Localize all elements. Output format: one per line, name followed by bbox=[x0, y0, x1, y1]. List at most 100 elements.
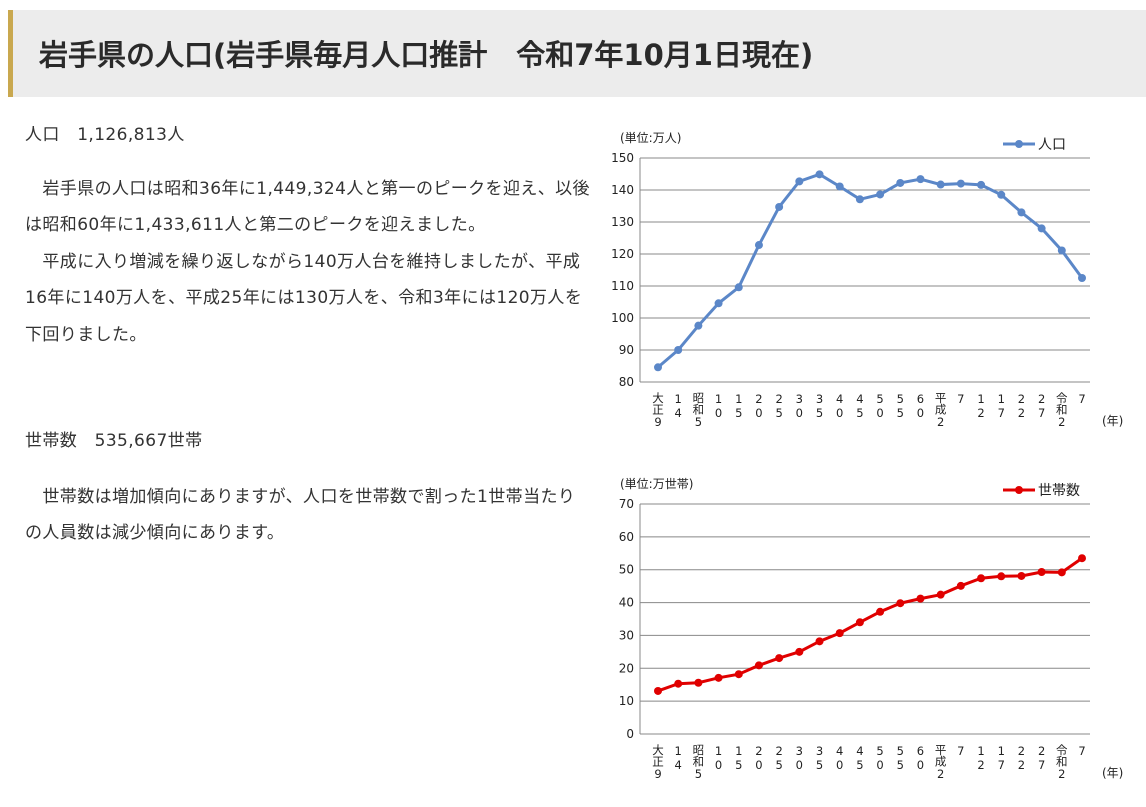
data-point bbox=[694, 678, 703, 687]
data-point bbox=[714, 299, 723, 308]
x-tick-label: 22 bbox=[1014, 744, 1028, 772]
x-tick-label: 27 bbox=[1035, 744, 1049, 772]
household-section: 世帯数 535,667世帯 世帯数は増加傾向にありますが、人口を世帯数で割った1… bbox=[25, 423, 590, 552]
data-point bbox=[916, 175, 925, 184]
x-tick-label: 35 bbox=[813, 392, 827, 420]
data-point bbox=[754, 241, 763, 250]
x-tick-label: 7 bbox=[954, 392, 968, 406]
x-tick-label: 17 bbox=[994, 744, 1008, 772]
x-tick-label: 10 bbox=[712, 392, 726, 420]
data-point bbox=[734, 670, 743, 679]
x-tick-label: 令和2 bbox=[1055, 391, 1069, 429]
x-tick-label: 40 bbox=[833, 392, 847, 420]
data-point bbox=[936, 590, 945, 599]
data-point bbox=[674, 679, 683, 688]
x-tick-label: 平成2 bbox=[934, 744, 948, 781]
data-point bbox=[1057, 568, 1066, 577]
page-title: 岩手県の人口(岩手県毎月人口推計 令和7年10月1日現在) bbox=[39, 38, 814, 72]
population-section: 人口 1,126,813人 岩手県の人口は昭和36年に1,449,324人と第一… bbox=[25, 117, 590, 353]
data-point bbox=[916, 594, 925, 603]
header: 岩手県の人口(岩手県毎月人口推計 令和7年10月1日現在) bbox=[8, 10, 1146, 97]
x-tick-label: 35 bbox=[813, 744, 827, 772]
data-point bbox=[876, 607, 885, 616]
data-point bbox=[977, 180, 986, 189]
data-point bbox=[997, 572, 1006, 581]
paragraph: 平成に入り増減を繰り返しながら140万人台を維持しましたが、平成16年に140万… bbox=[25, 251, 583, 345]
x-tick-label: 25 bbox=[772, 744, 786, 772]
data-point bbox=[1037, 224, 1046, 233]
legend-label: 人口 bbox=[1038, 137, 1066, 153]
data-point bbox=[835, 182, 844, 191]
x-tick-label: 50 bbox=[873, 392, 887, 420]
y-tick-label: 20 bbox=[619, 661, 634, 675]
x-tick-label: 昭和5 bbox=[691, 392, 705, 429]
x-tick-label: 55 bbox=[893, 744, 907, 772]
x-axis-label: (年) bbox=[1102, 766, 1123, 780]
data-point bbox=[654, 686, 662, 695]
x-tick-label: 17 bbox=[994, 392, 1008, 420]
x-tick-label: 12 bbox=[974, 392, 988, 420]
y-tick-label: 90 bbox=[619, 343, 634, 357]
x-tick-label: 40 bbox=[833, 744, 847, 772]
y-tick-label: 10 bbox=[619, 694, 634, 708]
x-tick-label: 22 bbox=[1014, 392, 1028, 420]
x-tick-label: 大正9 bbox=[651, 391, 665, 429]
y-tick-label: 30 bbox=[619, 628, 634, 642]
x-tick-label: 30 bbox=[792, 392, 806, 420]
data-point bbox=[775, 654, 784, 663]
data-point bbox=[815, 170, 824, 179]
x-tick-label: 10 bbox=[712, 744, 726, 772]
y-tick-label: 70 bbox=[619, 497, 634, 511]
x-tick-label: 45 bbox=[853, 744, 867, 772]
unit-label: (単位:万世帯) bbox=[620, 477, 693, 491]
data-point bbox=[1057, 246, 1066, 255]
y-tick-label: 110 bbox=[611, 279, 634, 293]
data-point bbox=[855, 618, 864, 627]
data-point bbox=[795, 647, 804, 656]
y-tick-label: 130 bbox=[611, 215, 634, 229]
y-tick-label: 120 bbox=[611, 247, 634, 261]
x-axis-label: (年) bbox=[1102, 414, 1123, 428]
x-tick-label: 15 bbox=[732, 392, 746, 420]
x-tick-label: 14 bbox=[671, 392, 685, 420]
legend-marker bbox=[1015, 486, 1023, 494]
x-tick-label: 7 bbox=[1075, 392, 1089, 406]
y-tick-label: 140 bbox=[611, 183, 634, 197]
paragraph: 岩手県の人口は昭和36年に1,449,324人と第一のピークを迎え、以後は昭和6… bbox=[25, 178, 590, 236]
data-point bbox=[855, 195, 864, 204]
legend-marker bbox=[1015, 140, 1023, 148]
x-tick-label: 60 bbox=[913, 392, 927, 420]
x-tick-label: 55 bbox=[893, 392, 907, 420]
data-point bbox=[714, 673, 723, 682]
x-tick-label: 25 bbox=[772, 392, 786, 420]
data-point bbox=[876, 190, 885, 199]
y-tick-label: 80 bbox=[619, 375, 634, 389]
data-point bbox=[815, 637, 824, 646]
x-tick-label: 30 bbox=[792, 744, 806, 772]
x-tick-label: 27 bbox=[1035, 392, 1049, 420]
data-point bbox=[1017, 571, 1026, 580]
data-point bbox=[1078, 554, 1086, 563]
y-tick-label: 100 bbox=[611, 311, 634, 325]
series-line bbox=[657, 172, 1084, 369]
data-point bbox=[795, 177, 804, 186]
data-point bbox=[1037, 568, 1046, 577]
data-point bbox=[956, 179, 965, 188]
x-tick-label: 7 bbox=[954, 744, 968, 758]
y-tick-label: 50 bbox=[619, 563, 634, 577]
x-tick-label: 昭和5 bbox=[691, 744, 705, 781]
x-tick-label: 7 bbox=[1075, 744, 1089, 758]
data-point bbox=[1017, 208, 1026, 217]
series-line bbox=[657, 556, 1083, 693]
y-tick-label: 40 bbox=[619, 596, 634, 610]
x-tick-label: 60 bbox=[913, 744, 927, 772]
y-tick-label: 150 bbox=[611, 151, 634, 165]
data-point bbox=[1078, 274, 1086, 282]
unit-label: (単位:万人) bbox=[620, 131, 681, 145]
x-tick-label: 14 bbox=[671, 744, 685, 772]
data-point bbox=[654, 363, 662, 372]
x-tick-label: 令和2 bbox=[1055, 743, 1069, 781]
legend-label: 世帯数 bbox=[1038, 483, 1080, 499]
data-point bbox=[775, 202, 784, 211]
